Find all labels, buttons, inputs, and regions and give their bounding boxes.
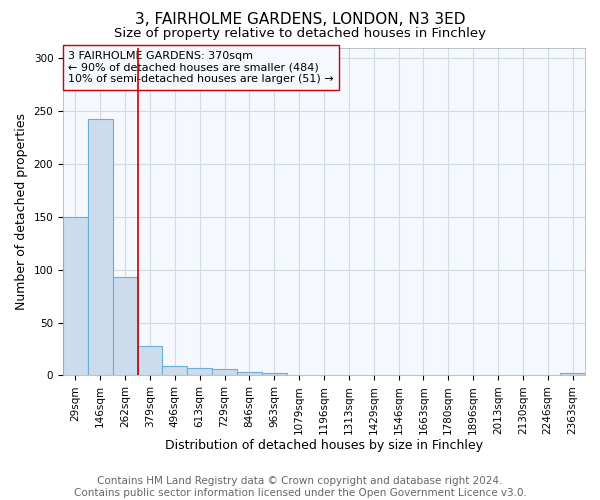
Text: 3 FAIRHOLME GARDENS: 370sqm
← 90% of detached houses are smaller (484)
10% of se: 3 FAIRHOLME GARDENS: 370sqm ← 90% of det… (68, 51, 334, 84)
Bar (63, 217, 88, 376)
Bar (187, 368, 212, 376)
Bar (88, 120, 113, 376)
Text: 3, FAIRHOLME GARDENS, LONDON, N3 3ED: 3, FAIRHOLME GARDENS, LONDON, N3 3ED (135, 12, 465, 28)
Bar (212, 369, 237, 376)
Text: Contains HM Land Registry data © Crown copyright and database right 2024.
Contai: Contains HM Land Registry data © Crown c… (74, 476, 526, 498)
Bar (113, 277, 137, 376)
X-axis label: Distribution of detached houses by size in Finchley: Distribution of detached houses by size … (165, 440, 483, 452)
Bar (262, 374, 287, 376)
Bar (137, 346, 163, 376)
Bar (163, 366, 187, 376)
Bar (237, 372, 262, 376)
Y-axis label: Number of detached properties: Number of detached properties (15, 113, 28, 310)
Bar (560, 374, 585, 376)
Text: Size of property relative to detached houses in Finchley: Size of property relative to detached ho… (114, 28, 486, 40)
